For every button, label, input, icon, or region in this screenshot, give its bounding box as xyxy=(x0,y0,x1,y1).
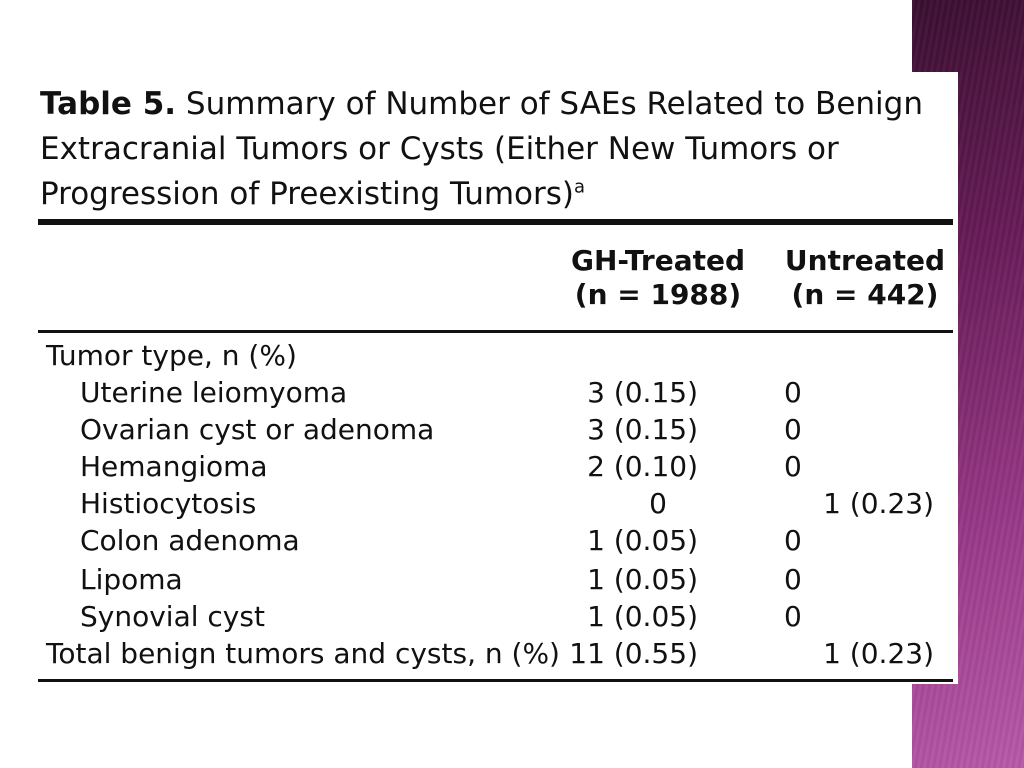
untreated-value: 0 xyxy=(784,450,802,483)
table-row: Lipoma 1 (0.05) 0 xyxy=(18,561,958,598)
total-label: Total benign tumors and cysts, n (%) xyxy=(46,637,560,670)
untreated-value: 0 xyxy=(784,563,802,596)
total-untreated-value: 1 (0.23) xyxy=(823,637,934,670)
table-row: Uterine leiomyoma 3 (0.15) 0 xyxy=(18,374,958,411)
column-header-untreated-n: (n = 442) xyxy=(791,278,939,311)
column-header-gh-name: GH-Treated xyxy=(570,244,746,277)
total-row: Total benign tumors and cysts, n (%) 11 … xyxy=(18,635,958,672)
caption-text: Summary of Number of SAEs Related to Ben… xyxy=(40,86,923,212)
caption-label: Table 5. xyxy=(40,86,177,122)
untreated-value: 0 xyxy=(784,413,802,446)
table-row: Ovarian cyst or adenoma 3 (0.15) 0 xyxy=(18,411,958,448)
section-row: Tumor type, n (%) xyxy=(18,337,958,374)
header-rule xyxy=(38,330,953,333)
row-label: Uterine leiomyoma xyxy=(80,376,348,409)
bottom-rule xyxy=(38,679,953,682)
row-label: Synovial cyst xyxy=(80,600,265,633)
row-label: Hemangioma xyxy=(80,450,268,483)
table-figure: Table 5. Summary of Number of SAEs Relat… xyxy=(18,72,958,684)
gh-treated-value: 1 (0.05) xyxy=(587,524,698,557)
section-label: Tumor type, n (%) xyxy=(46,339,297,372)
table-row: Hemangioma 2 (0.10) 0 xyxy=(18,448,958,485)
untreated-value: 0 xyxy=(784,524,802,557)
row-label: Histiocytosis xyxy=(80,487,257,520)
column-header-untreated-name: Untreated xyxy=(784,244,946,277)
untreated-value: 1 (0.23) xyxy=(823,487,934,520)
row-label: Colon adenoma xyxy=(80,524,300,557)
column-header-untreated: Untreated (n = 442) xyxy=(780,244,950,312)
column-header-gh-treated: GH-Treated (n = 1988) xyxy=(558,244,758,312)
gh-treated-value: 1 (0.05) xyxy=(587,563,698,596)
table-row: Histiocytosis 0 1 (0.23) xyxy=(18,485,958,522)
untreated-value: 0 xyxy=(784,376,802,409)
row-label: Lipoma xyxy=(80,563,183,596)
gh-treated-value: 1 (0.05) xyxy=(587,600,698,633)
column-header-gh-n: (n = 1988) xyxy=(574,278,742,311)
gh-treated-value: 2 (0.10) xyxy=(587,450,698,483)
table-row: Synovial cyst 1 (0.05) 0 xyxy=(18,598,958,635)
gh-treated-value: 0 xyxy=(649,487,667,520)
top-rule xyxy=(38,219,953,225)
table-row: Colon adenoma 1 (0.05) 0 xyxy=(18,522,958,559)
caption-footnote-marker: a xyxy=(574,176,586,198)
gh-treated-value: 3 (0.15) xyxy=(587,413,698,446)
total-gh-treated-value: 11 (0.55) xyxy=(569,637,698,670)
table-caption: Table 5. Summary of Number of SAEs Relat… xyxy=(40,82,950,217)
row-label: Ovarian cyst or adenoma xyxy=(80,413,435,446)
gh-treated-value: 3 (0.15) xyxy=(587,376,698,409)
untreated-value: 0 xyxy=(784,600,802,633)
